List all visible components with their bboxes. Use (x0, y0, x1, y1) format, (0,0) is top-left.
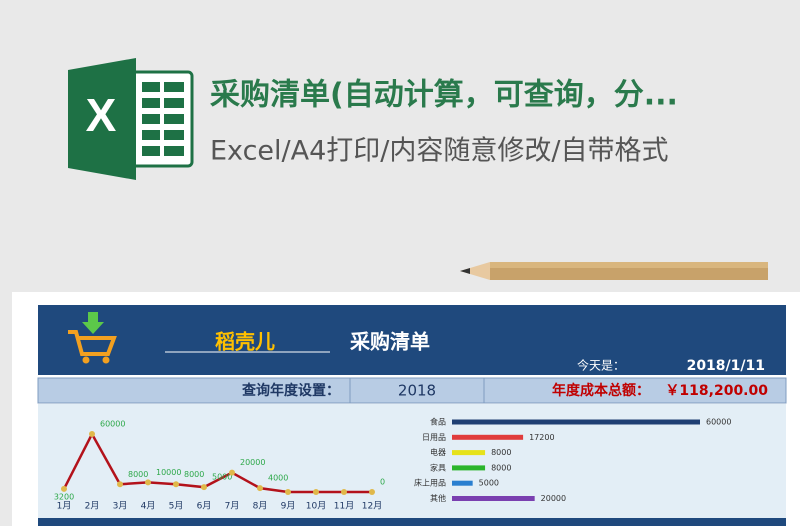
data-label: 17200 (529, 433, 554, 442)
svg-text:X: X (86, 89, 117, 141)
point (257, 485, 263, 492)
point (341, 489, 347, 495)
point (173, 481, 179, 488)
page-subtitle: Excel/A4打印/内容随意修改/自带格式 (210, 136, 668, 167)
data-label: 8000 (491, 448, 511, 457)
sheet-header (38, 305, 786, 375)
x-tick-label: 9月 (281, 501, 296, 512)
y-tick-label: 食品 (430, 417, 446, 427)
today-label: 今天是： (577, 358, 625, 373)
data-label: 0 (380, 478, 385, 487)
line (62, 431, 372, 494)
brand: 稻壳儿 (215, 330, 275, 354)
data-label: 20000 (240, 458, 265, 467)
year: 2018 (398, 382, 436, 400)
data-label: 5000 (212, 473, 232, 482)
bar (452, 465, 486, 471)
x-tick-label: 1月 (57, 501, 72, 512)
x-tick-label: 10月 (306, 501, 326, 512)
y-tick-label: 日用品 (422, 433, 446, 442)
x-tick-label: 4月 (141, 501, 156, 512)
x-tick-label: 2月 (85, 501, 100, 512)
data-label: 20000 (541, 494, 566, 503)
bar (452, 480, 473, 486)
data-label: 8000 (128, 470, 148, 479)
page-title: 采购清单(自动计算，可查询，分... (210, 78, 678, 113)
bar (452, 496, 535, 501)
x-tick-label: 5月 (169, 501, 184, 512)
y-tick-label: 其他 (430, 493, 446, 503)
bar (452, 450, 486, 456)
data-label: 8000 (491, 463, 511, 472)
x-tick-label: 11月 (334, 501, 354, 512)
total-label: 年度成本总额： (552, 382, 650, 399)
point (89, 431, 95, 437)
data-label: 10000 (156, 468, 181, 477)
sheet-title: 采购清单 (350, 330, 430, 354)
x-tick-label: 6月 (197, 501, 212, 512)
point (229, 469, 235, 476)
bar (452, 434, 524, 440)
point (285, 489, 291, 495)
data-label: 8000 (184, 470, 204, 479)
y-tick-label: 电器 (430, 447, 446, 457)
data-label: 60000 (706, 418, 731, 427)
excel-icon: X (68, 58, 194, 180)
x-tick-label: 8月 (253, 501, 268, 512)
x-tick-label: 3月 (113, 501, 128, 512)
total: ￥118,200.00 (665, 383, 768, 399)
point (369, 489, 375, 495)
pencil (460, 262, 768, 280)
query-row (37, 377, 787, 404)
point (145, 479, 151, 486)
point (61, 485, 67, 492)
query-label: 查询年度设置： (242, 382, 340, 399)
y-tick-label: 床上用品 (414, 478, 446, 488)
cart-icon (68, 312, 117, 364)
sheet-footer (38, 518, 786, 526)
x-tick-label: 7月 (225, 501, 240, 512)
bar (452, 419, 700, 425)
point (117, 481, 123, 488)
data-label: 4000 (268, 474, 288, 483)
data-label: 5000 (479, 479, 499, 488)
y-tick-label: 家具 (430, 462, 446, 472)
x-tick-label: 12月 (362, 501, 382, 512)
point (313, 489, 319, 495)
point (201, 484, 207, 491)
today: 2018/1/11 (687, 358, 765, 374)
data-label: 3200 (54, 492, 74, 501)
data-label: 60000 (100, 420, 125, 429)
